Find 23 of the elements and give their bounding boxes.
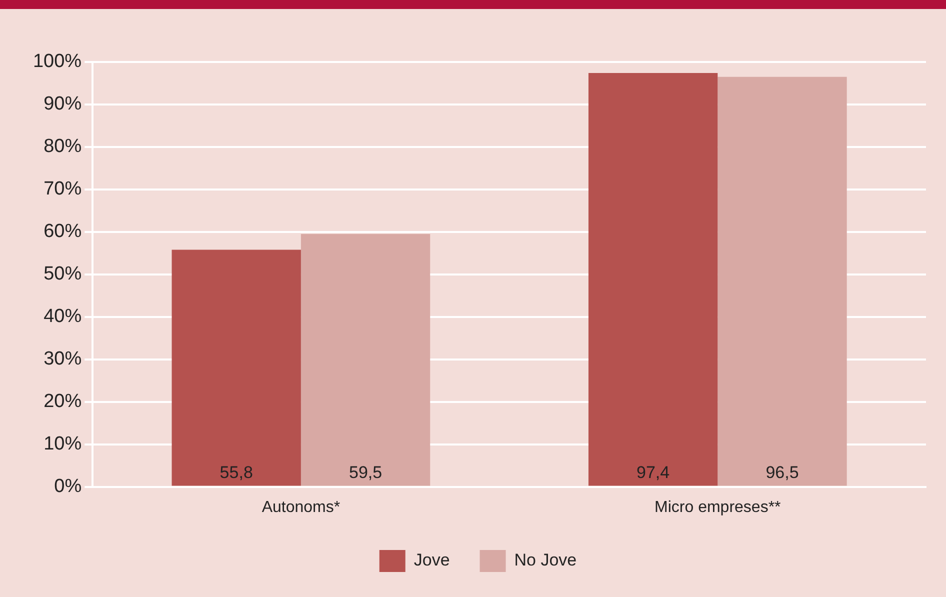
legend-label: No Jove	[514, 550, 577, 570]
y-tick-label: 60%	[44, 221, 82, 242]
y-tick-label: 0%	[54, 476, 82, 498]
data-label: 97,4	[636, 462, 670, 482]
y-tick-label: 90%	[44, 94, 82, 115]
x-tick-label: Autonoms*	[262, 498, 340, 516]
y-tick-label: 50%	[44, 264, 82, 285]
data-label: 59,5	[348, 462, 382, 482]
y-tick-label: 70%	[44, 178, 82, 200]
y-tick-label: 30%	[44, 348, 82, 370]
data-label: 55,8	[220, 462, 253, 482]
y-tick-label: 100%	[32, 51, 82, 72]
y-tick-label: 80%	[44, 136, 82, 158]
bar	[718, 76, 847, 486]
y-tick-label: 20%	[44, 391, 82, 412]
bar	[300, 234, 430, 486]
legend-label: Jove	[414, 550, 450, 570]
y-tick-label: 40%	[44, 306, 82, 328]
data-label: 96,5	[766, 462, 799, 482]
bar	[588, 73, 718, 486]
y-tick-label: 10%	[44, 434, 82, 455]
bar	[172, 250, 301, 486]
x-tick-label: Micro empreses**	[654, 498, 781, 516]
